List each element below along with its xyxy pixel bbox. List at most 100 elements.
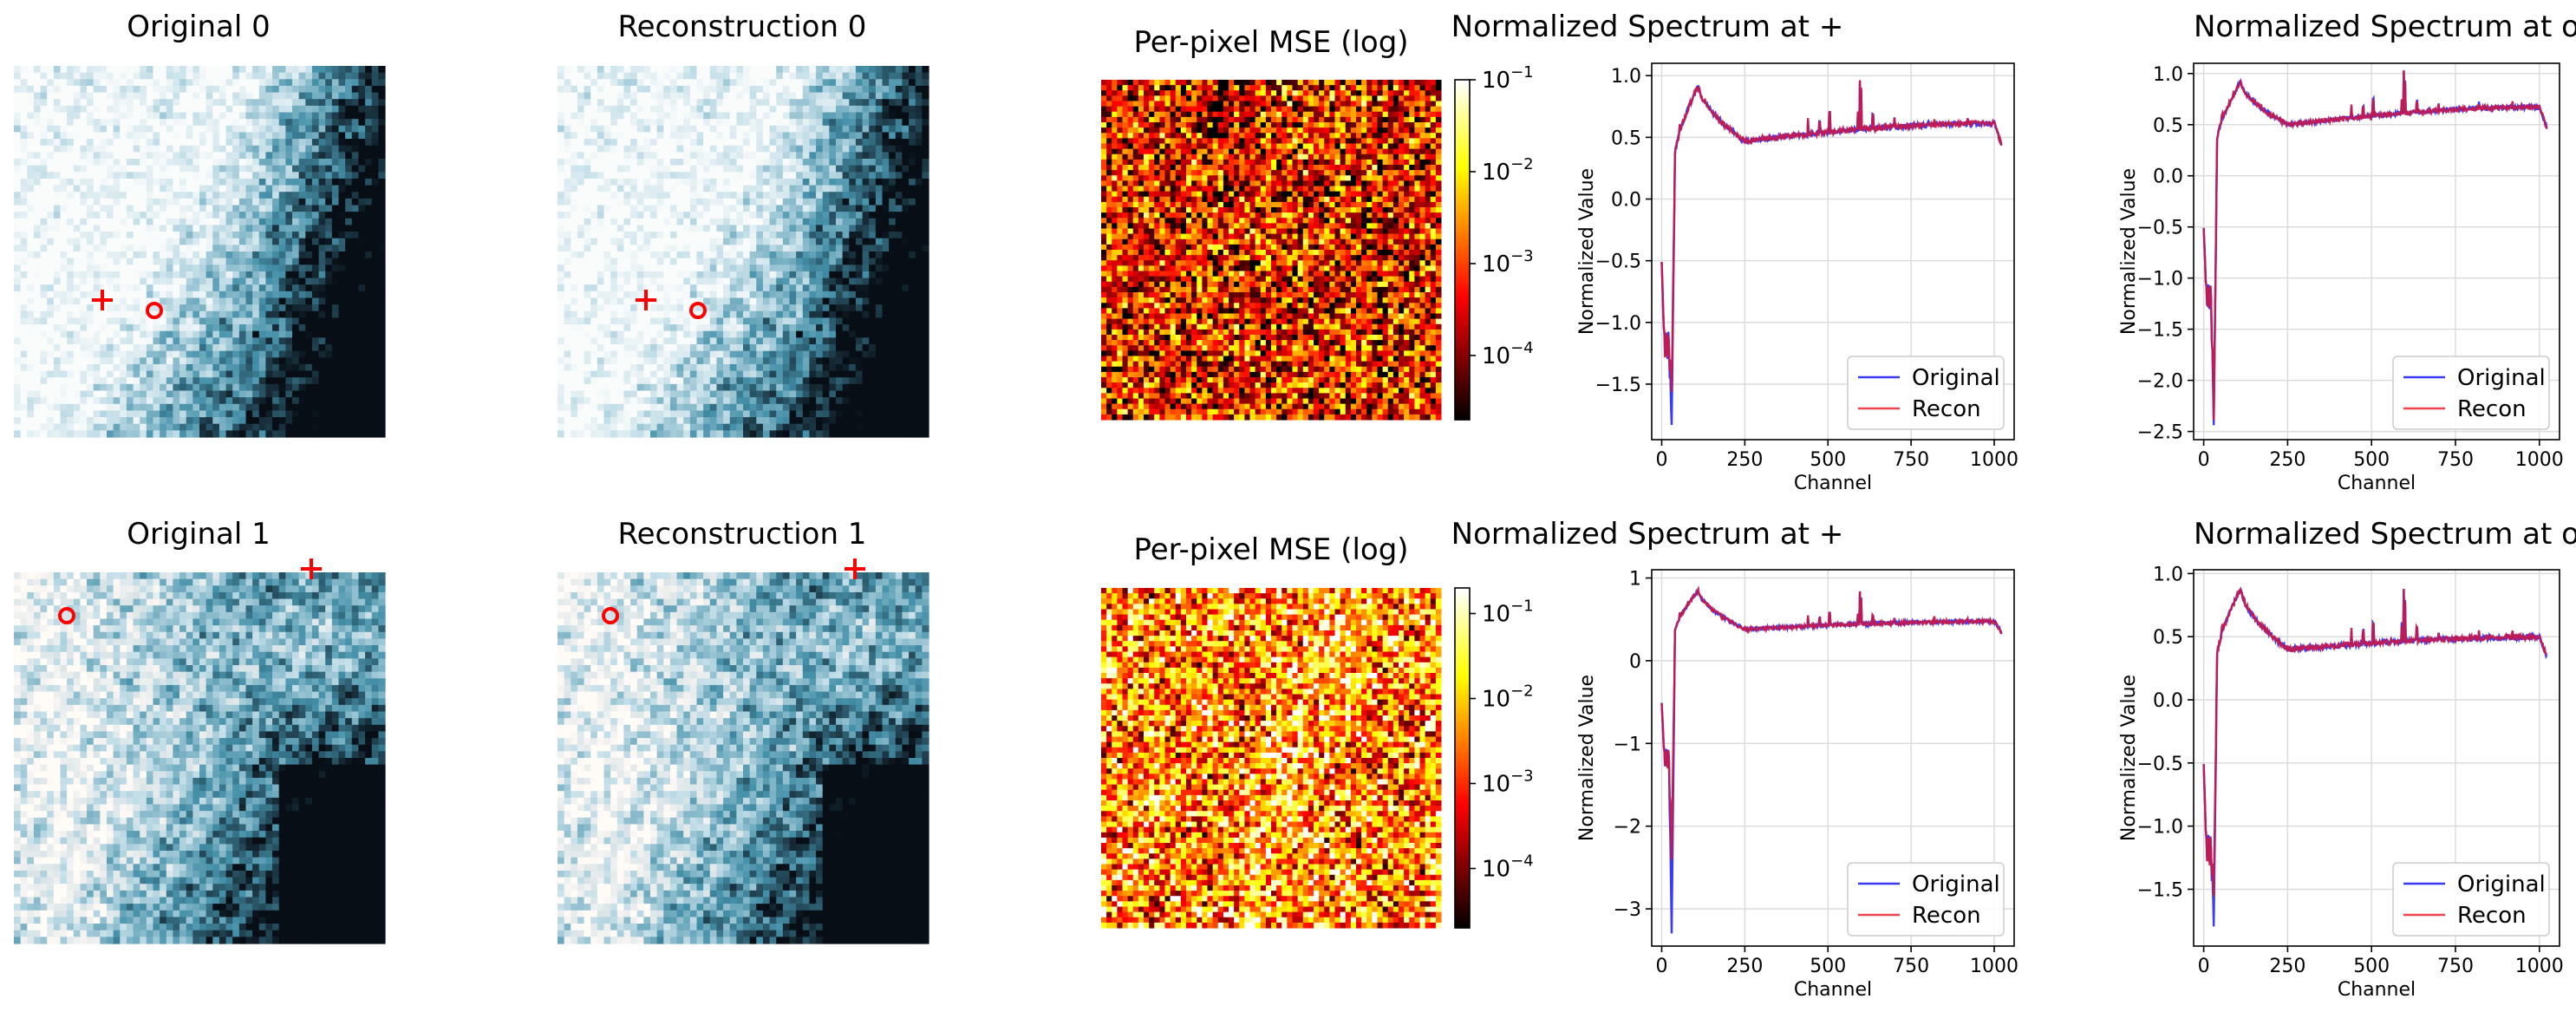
original-image-1 xyxy=(14,558,386,944)
y-tick-label: 1.0 xyxy=(2153,64,2183,86)
y-axis-label: Normalized Value xyxy=(1576,675,1598,841)
x-tick-label: 500 xyxy=(1810,449,1846,471)
circle-marker-icon xyxy=(58,607,75,624)
y-tick-label: −0.5 xyxy=(1595,251,1641,273)
series-recon-line xyxy=(1660,585,2003,860)
legend-label-original: Original xyxy=(1912,365,2000,391)
image-title-original-1: Original 1 xyxy=(127,517,270,552)
x-axis-label: Channel xyxy=(2338,979,2416,1001)
x-tick-label: 500 xyxy=(1810,956,1846,977)
spectrum-chart-3: 0 250 500 750 1000 −1.5 −1.0 −0.5 0.0 0.5 1.0 Chann… xyxy=(2118,564,2564,1001)
plus-marker-icon xyxy=(845,558,865,579)
x-tick-label: 1000 xyxy=(2515,956,2564,977)
colorbar-tick-label: 10−2 xyxy=(1482,682,1534,713)
y-tick-label: 0.0 xyxy=(2153,166,2183,188)
series-recon-line xyxy=(2202,70,2548,421)
y-tick-label: −1 xyxy=(1614,734,1641,755)
y-tick-label: −1.5 xyxy=(2137,879,2183,901)
spectrum-chart-0: 0 250 500 750 1000 −1.5 −1.0 −0.5 0.0 0.5 1.0 Chann… xyxy=(1576,62,2018,494)
x-tick-label: 750 xyxy=(2437,956,2474,977)
mse-heatmap-0 xyxy=(1101,80,1442,421)
legend-box xyxy=(1847,862,2005,937)
legend-label-recon: Recon xyxy=(1912,903,1981,929)
mse-heatmap-1 xyxy=(1101,588,1442,929)
colorbar-frame xyxy=(1454,587,1471,929)
colorbar-tick-label: 10−3 xyxy=(1482,247,1534,277)
mse-title-1: Per-pixel MSE (log) xyxy=(1133,532,1408,567)
spectrum-title-0: Normalized Spectrum at + xyxy=(1451,10,1844,44)
y-tick-label: −2.5 xyxy=(2137,422,2183,444)
legend-label-recon: Recon xyxy=(1912,396,1981,422)
legend: Original Recon xyxy=(2392,356,2550,430)
y-axis-label: Normalized Value xyxy=(1576,168,1598,335)
legend-label-recon: Recon xyxy=(2457,903,2527,929)
mse-colorbar-0: 10−1 10−2 10−3 10−4 xyxy=(1454,63,1534,421)
reconstruction-image-1 xyxy=(558,558,929,944)
x-tick-label: 0 xyxy=(2198,956,2210,977)
y-tick-label: 0 xyxy=(1629,651,1641,673)
y-tick-label: −1.5 xyxy=(2137,320,2183,342)
legend-box xyxy=(1847,356,2005,430)
legend-box xyxy=(2392,862,2550,937)
legend-label-original: Original xyxy=(1912,872,2000,898)
mse-title-0: Per-pixel MSE (log) xyxy=(1133,25,1408,60)
y-tick-label: −0.5 xyxy=(2137,754,2183,775)
y-tick-label: −3 xyxy=(1614,899,1641,921)
y-axis-label: Normalized Value xyxy=(2118,168,2140,335)
series-recon-line xyxy=(2202,586,2548,897)
x-tick-label: 0 xyxy=(1656,956,1668,977)
spectrum-title-1: Normalized Spectrum at o xyxy=(2194,10,2576,44)
plus-marker-icon xyxy=(636,290,656,310)
plus-marker-icon xyxy=(301,558,322,579)
legend: Original Recon xyxy=(2392,862,2550,937)
plot-frame xyxy=(1651,62,2015,441)
x-axis-label: Channel xyxy=(2338,473,2416,494)
x-tick-label: 1000 xyxy=(1970,956,2018,977)
x-tick-label: 750 xyxy=(1893,956,1929,977)
y-tick-label: −2 xyxy=(1614,817,1641,839)
circle-marker-icon xyxy=(689,302,707,319)
y-tick-label: 0.5 xyxy=(2153,115,2183,137)
colorbar-tick-label: 10−1 xyxy=(1482,597,1534,628)
mse-colorbar-1: 10−1 10−2 10−3 10−4 xyxy=(1454,587,1534,929)
legend-label-original: Original xyxy=(2457,872,2546,898)
y-tick-label: −1.5 xyxy=(1595,375,1641,396)
image-title-reconstruction-1: Reconstruction 1 xyxy=(618,517,867,552)
spectrum-chart-1: 0 250 500 750 1000 −2.5 −2.0 −1.5 −1.0 −0.5 0.0 0.5… xyxy=(2118,62,2564,494)
x-tick-label: 500 xyxy=(2353,956,2390,977)
y-tick-label: 0.5 xyxy=(2153,627,2183,649)
y-tick-label: 1.0 xyxy=(1611,66,1641,88)
circle-marker-icon xyxy=(146,302,163,319)
legend-label-original: Original xyxy=(2457,365,2546,391)
x-tick-label: 750 xyxy=(2437,449,2474,471)
colorbar-tick-label: 10−4 xyxy=(1482,852,1534,883)
colorbar-tick-label: 10−4 xyxy=(1482,339,1534,369)
x-tick-label: 0 xyxy=(2198,449,2210,471)
x-tick-label: 250 xyxy=(1726,449,1763,471)
colorbar-frame xyxy=(1454,79,1471,421)
x-tick-label: 1000 xyxy=(1970,449,2018,471)
circle-marker-icon xyxy=(602,607,619,624)
x-tick-label: 1000 xyxy=(2515,449,2564,471)
y-tick-label: −1.0 xyxy=(2137,817,2183,839)
y-tick-label: 0.5 xyxy=(1611,127,1641,149)
x-axis-label: Channel xyxy=(1794,979,1872,1001)
x-axis-label: Channel xyxy=(1794,473,1872,494)
plot-frame xyxy=(2193,569,2560,947)
colorbar-tick-label: 10−2 xyxy=(1482,155,1534,186)
y-tick-label: 1 xyxy=(1629,569,1641,591)
y-tick-label: −1.0 xyxy=(1595,313,1641,335)
colorbar-tick-label: 10−3 xyxy=(1482,767,1534,798)
y-axis-label: Normalized Value xyxy=(2118,675,2140,841)
colorbar-tick-label: 10−1 xyxy=(1482,63,1534,94)
y-tick-label: −1.0 xyxy=(2137,269,2183,291)
spectrum-title-3: Normalized Spectrum at o xyxy=(2194,517,2576,552)
spectrum-title-2: Normalized Spectrum at + xyxy=(1451,517,1844,552)
spectrum-chart-2: 0 250 500 750 1000 −3 −2 −1 0 1 Channel Normalized … xyxy=(1576,569,2018,1001)
legend-box xyxy=(2392,356,2550,430)
image-title-reconstruction-0: Reconstruction 0 xyxy=(618,10,867,44)
plot-frame xyxy=(2193,62,2560,441)
x-tick-label: 500 xyxy=(2353,449,2390,471)
x-tick-label: 750 xyxy=(1893,449,1929,471)
